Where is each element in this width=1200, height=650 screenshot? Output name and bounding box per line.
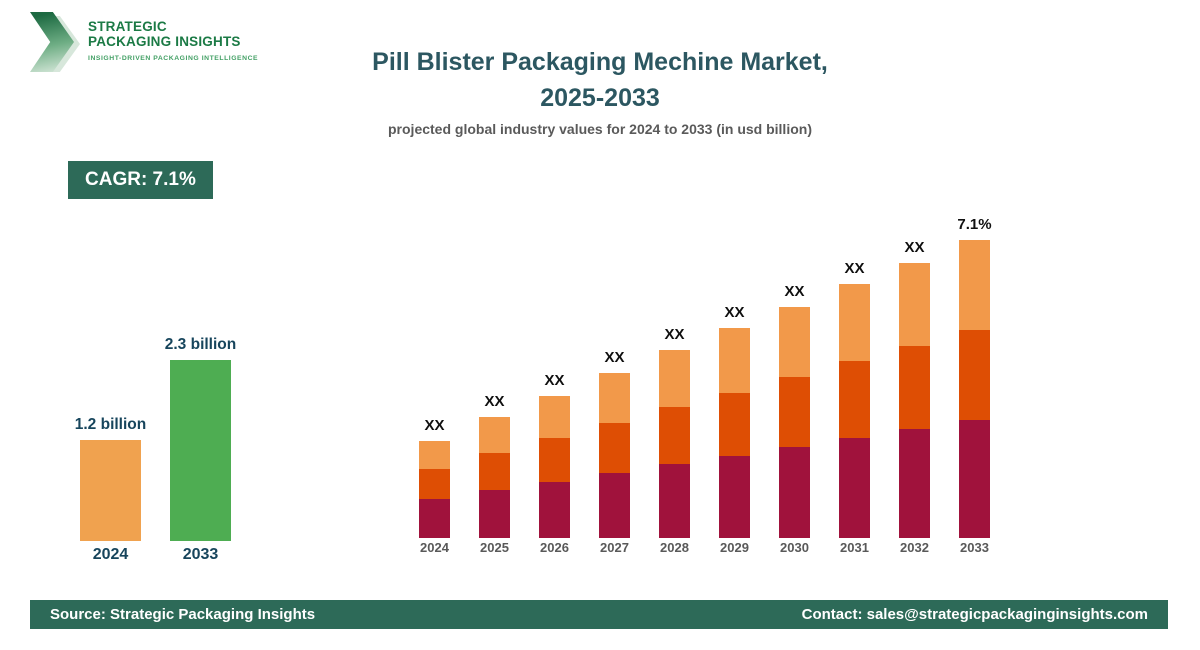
axis-year-label-2029: 2029 — [720, 540, 749, 555]
stacked-bar-2024 — [419, 441, 450, 538]
bar-value-label-2030: XX — [784, 283, 805, 300]
segment-top-2026 — [539, 396, 570, 438]
footer-source: Source: Strategic Packaging Insights — [50, 606, 316, 623]
brand-logo-text: STRATEGIC PACKAGING INSIGHTS INSIGHT-DRI… — [88, 19, 258, 62]
segment-middle-2027 — [599, 423, 630, 473]
axis-year-label-2031: 2031 — [840, 540, 869, 555]
segment-top-2031 — [839, 284, 870, 361]
projection-stacked-chart: XX 2024 XX 2025 XX 2026 XX 2027 XX 2028 XX 2029 XX 20… — [419, 200, 999, 565]
axis-year-label-2028: 2028 — [660, 540, 689, 555]
segment-top-2028 — [659, 350, 690, 407]
stacked-bar-2032 — [899, 263, 930, 538]
segment-bottom-2031 — [839, 438, 870, 538]
axis-year-label-2027: 2027 — [600, 540, 629, 555]
page-subtitle: projected global industry values for 202… — [388, 121, 812, 137]
chart-header: Pill Blister Packaging Mechine Market, 2… — [210, 44, 990, 137]
segment-middle-2032 — [899, 346, 930, 429]
segment-middle-2033 — [959, 330, 990, 420]
segment-middle-2028 — [659, 407, 690, 464]
axis-year-label-2033: 2033 — [960, 540, 989, 555]
segment-middle-2030 — [779, 377, 810, 447]
mini-bar-value-label: 1.2 billion — [74, 416, 147, 433]
segment-bottom-2026 — [539, 482, 570, 538]
segment-top-2025 — [479, 417, 510, 453]
bar-value-label-2033: 7.1% — [957, 216, 992, 233]
bar-value-label-2028: XX — [664, 326, 685, 343]
stacked-bar-2027 — [599, 373, 630, 538]
bar-value-label-2024: XX — [424, 417, 445, 434]
segment-bottom-2030 — [779, 447, 810, 538]
bar-value-label-2031: XX — [844, 260, 865, 277]
segment-middle-2024 — [419, 469, 450, 499]
footer-bar: Source: Strategic Packaging Insights Con… — [30, 600, 1168, 629]
stacked-bar-2031 — [839, 284, 870, 538]
chevron-logo-icon — [30, 12, 74, 72]
mini-bar-value-label: 2.3 billion — [164, 336, 237, 353]
growth-comparison-chart: 1.2 billion 2024 2.3 billion 2033 — [60, 320, 255, 575]
bar-value-label-2032: XX — [904, 239, 925, 256]
segment-bottom-2027 — [599, 473, 630, 538]
mini-bar-2033 — [170, 360, 231, 541]
axis-year-label-2026: 2026 — [540, 540, 569, 555]
page-title-line1: Pill Blister Packaging Mechine Market, — [372, 48, 828, 76]
segment-middle-2029 — [719, 393, 750, 456]
axis-year-label-2032: 2032 — [900, 540, 929, 555]
mini-bar-2024 — [80, 440, 141, 541]
segment-top-2032 — [899, 263, 930, 346]
segment-top-2030 — [779, 307, 810, 377]
bar-value-label-2027: XX — [604, 349, 625, 366]
axis-year-label-2025: 2025 — [480, 540, 509, 555]
segment-bottom-2024 — [419, 499, 450, 538]
bar-value-label-2026: XX — [544, 372, 565, 389]
stacked-bar-2030 — [779, 307, 810, 538]
bar-value-label-2029: XX — [724, 304, 745, 321]
brand-logo: STRATEGIC PACKAGING INSIGHTS INSIGHT-DRI… — [28, 10, 358, 80]
brand-name-line1: STRATEGIC — [88, 19, 167, 34]
stacked-bar-2028 — [659, 350, 690, 538]
segment-bottom-2033 — [959, 420, 990, 538]
axis-year-label-2024: 2024 — [420, 540, 449, 555]
segment-bottom-2025 — [479, 490, 510, 538]
segment-top-2029 — [719, 328, 750, 393]
cagr-badge: CAGR: 7.1% — [68, 161, 213, 199]
segment-middle-2026 — [539, 438, 570, 482]
segment-middle-2025 — [479, 453, 510, 490]
footer-contact: Contact: sales@strategicpackaginginsight… — [801, 606, 1148, 623]
segment-top-2033 — [959, 240, 990, 330]
segment-middle-2031 — [839, 361, 870, 438]
stacked-bar-2033 — [959, 240, 990, 538]
mini-bar-year-label: 2024 — [92, 546, 129, 563]
page-title-line2: 2025-2033 — [540, 84, 660, 112]
segment-bottom-2032 — [899, 429, 930, 538]
segment-bottom-2029 — [719, 456, 750, 538]
segment-top-2024 — [419, 441, 450, 469]
stacked-bar-2026 — [539, 396, 570, 538]
stacked-bar-2025 — [479, 417, 510, 538]
stacked-bar-2029 — [719, 328, 750, 538]
segment-top-2027 — [599, 373, 630, 423]
axis-year-label-2030: 2030 — [780, 540, 809, 555]
brand-tagline: INSIGHT-DRIVEN PACKAGING INTELLIGENCE — [88, 55, 259, 62]
brand-name-line2: PACKAGING INSIGHTS — [88, 34, 241, 49]
mini-bar-year-label: 2033 — [182, 546, 219, 563]
bar-value-label-2025: XX — [484, 393, 505, 410]
segment-bottom-2028 — [659, 464, 690, 538]
